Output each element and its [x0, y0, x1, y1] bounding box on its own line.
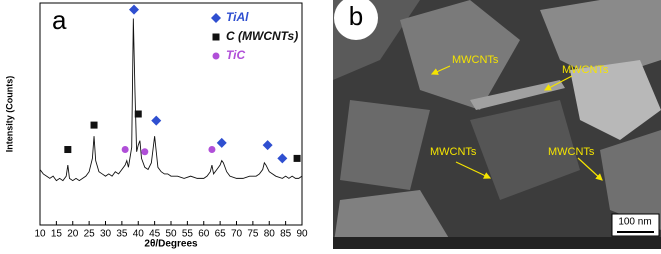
x-tick-label: 85 [280, 229, 292, 240]
grain [470, 100, 580, 200]
panel-label: a [52, 5, 67, 35]
x-tick-label: 65 [215, 229, 227, 240]
legend-label: TiAl [226, 10, 249, 24]
x-tick-label: 35 [116, 229, 128, 240]
annotation-arrow [543, 75, 573, 91]
annotation-arrow [430, 65, 451, 75]
x-tick-label: 25 [84, 229, 96, 240]
x-tick-label: 90 [296, 229, 308, 240]
grain [600, 130, 661, 230]
annotation-label: MWCNTs [562, 64, 609, 76]
xrd-line [39, 18, 303, 182]
x-tick-label: 10 [34, 229, 46, 240]
scale-label: 100 nm [618, 217, 651, 228]
grain [540, 0, 661, 80]
marker [64, 146, 72, 154]
grain [400, 0, 520, 110]
scale-box [611, 213, 660, 237]
grain [333, 190, 450, 249]
legend-marker [211, 13, 221, 23]
info-strip [333, 237, 661, 249]
grain [340, 100, 430, 190]
annotation-label: MWCNTs [430, 146, 477, 158]
x-tick-label: 55 [182, 229, 194, 240]
annotation-arrow [577, 157, 603, 181]
x-tick-label: 20 [67, 229, 79, 240]
legend-marker [212, 52, 220, 60]
annotation-label: MWCNTs [548, 146, 595, 158]
marker [208, 146, 216, 154]
x-tick-label: 15 [51, 229, 63, 240]
nanotube [470, 80, 565, 110]
x-tick-label: 30 [100, 229, 112, 240]
x-tick-label: 70 [231, 229, 243, 240]
panel-label: b [349, 1, 363, 31]
marker [128, 4, 139, 15]
marker [141, 148, 149, 156]
marker [121, 146, 129, 154]
marker [134, 110, 142, 118]
legend-marker [212, 33, 220, 41]
grain [570, 60, 661, 140]
y-axis-label: Intensity (Counts) [4, 76, 14, 153]
sem-image: b 100 nm MWCNTs MWCNTs MWCNTs MWCNTs [333, 0, 661, 249]
x-tick-label: 45 [149, 229, 161, 240]
x-tick-label: 60 [198, 229, 210, 240]
x-tick-label: 80 [264, 229, 276, 240]
x-tick-label: 75 [247, 229, 259, 240]
annotation-arrow [455, 161, 492, 179]
x-tick-label: 50 [165, 229, 177, 240]
legend-label: C (MWCNTs) [226, 29, 298, 43]
x-axis-label: 2θ/Degrees [144, 239, 198, 249]
legend-label: TiC [226, 48, 245, 62]
marker [262, 140, 273, 151]
marker [90, 121, 98, 129]
x-tick-label: 40 [133, 229, 145, 240]
marker [293, 154, 301, 162]
annotation-label: MWCNTs [452, 54, 499, 66]
marker [151, 115, 162, 126]
label-badge [334, 0, 378, 40]
marker [216, 137, 227, 148]
marker [277, 153, 288, 164]
